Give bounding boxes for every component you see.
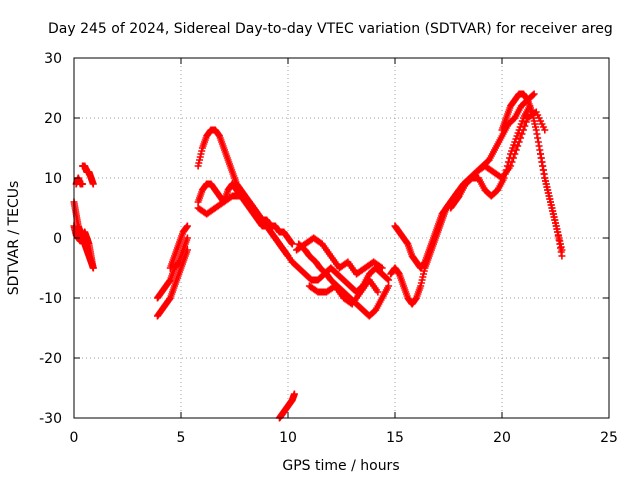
x-tick-label: 25 bbox=[600, 430, 618, 446]
data-point bbox=[79, 180, 87, 188]
y-tick-label: -30 bbox=[39, 411, 62, 427]
x-axis-label: GPS time / hours bbox=[282, 458, 399, 474]
data-point bbox=[385, 282, 393, 290]
data-point-interp bbox=[514, 142, 522, 150]
y-axis-label: SDTVAR / TECUs bbox=[6, 181, 22, 296]
data-point-interp bbox=[511, 150, 519, 158]
y-tick-label: -10 bbox=[39, 291, 62, 307]
data-point-interp bbox=[512, 146, 520, 154]
data-point bbox=[515, 138, 523, 146]
data-point-interp bbox=[529, 91, 537, 99]
data-points bbox=[70, 90, 566, 422]
data-point-interp bbox=[518, 130, 526, 138]
y-tick-label: 30 bbox=[44, 51, 62, 67]
x-tick-label: 15 bbox=[386, 430, 404, 446]
data-point-interp bbox=[522, 118, 530, 126]
data-point bbox=[290, 390, 298, 398]
data-point bbox=[183, 234, 191, 242]
data-point bbox=[541, 126, 549, 134]
data-point-interp bbox=[517, 134, 525, 142]
x-tick-label: 20 bbox=[493, 430, 511, 446]
data-point bbox=[507, 162, 515, 170]
x-tick-label: 10 bbox=[279, 430, 297, 446]
y-tick-label: 20 bbox=[44, 111, 62, 127]
x-tick-label: 5 bbox=[177, 430, 186, 446]
data-point bbox=[558, 252, 566, 260]
data-point-interp bbox=[519, 126, 527, 134]
data-point-interp bbox=[521, 122, 529, 130]
data-point bbox=[89, 180, 97, 188]
data-point-interp bbox=[384, 275, 392, 283]
data-point-interp bbox=[509, 154, 517, 162]
data-point bbox=[183, 222, 191, 230]
data-point-interp bbox=[377, 263, 385, 271]
axis-ticks: 0 5 10 15 20 25 -30 -20 -10 0 10 20 30 bbox=[39, 51, 618, 446]
data-point bbox=[530, 90, 538, 98]
y-tick-label: 10 bbox=[44, 171, 62, 187]
data-point bbox=[288, 240, 296, 248]
chart-title: Day 245 of 2024, Sidereal Day-to-day VTE… bbox=[48, 21, 613, 37]
x-tick-label: 0 bbox=[70, 430, 79, 446]
y-tick-label: -20 bbox=[39, 351, 62, 367]
data-point-interp bbox=[508, 158, 516, 166]
data-point bbox=[89, 264, 97, 272]
data-point bbox=[374, 288, 382, 296]
data-point bbox=[385, 276, 393, 284]
data-point bbox=[378, 264, 386, 272]
y-tick-label: 0 bbox=[53, 231, 62, 247]
